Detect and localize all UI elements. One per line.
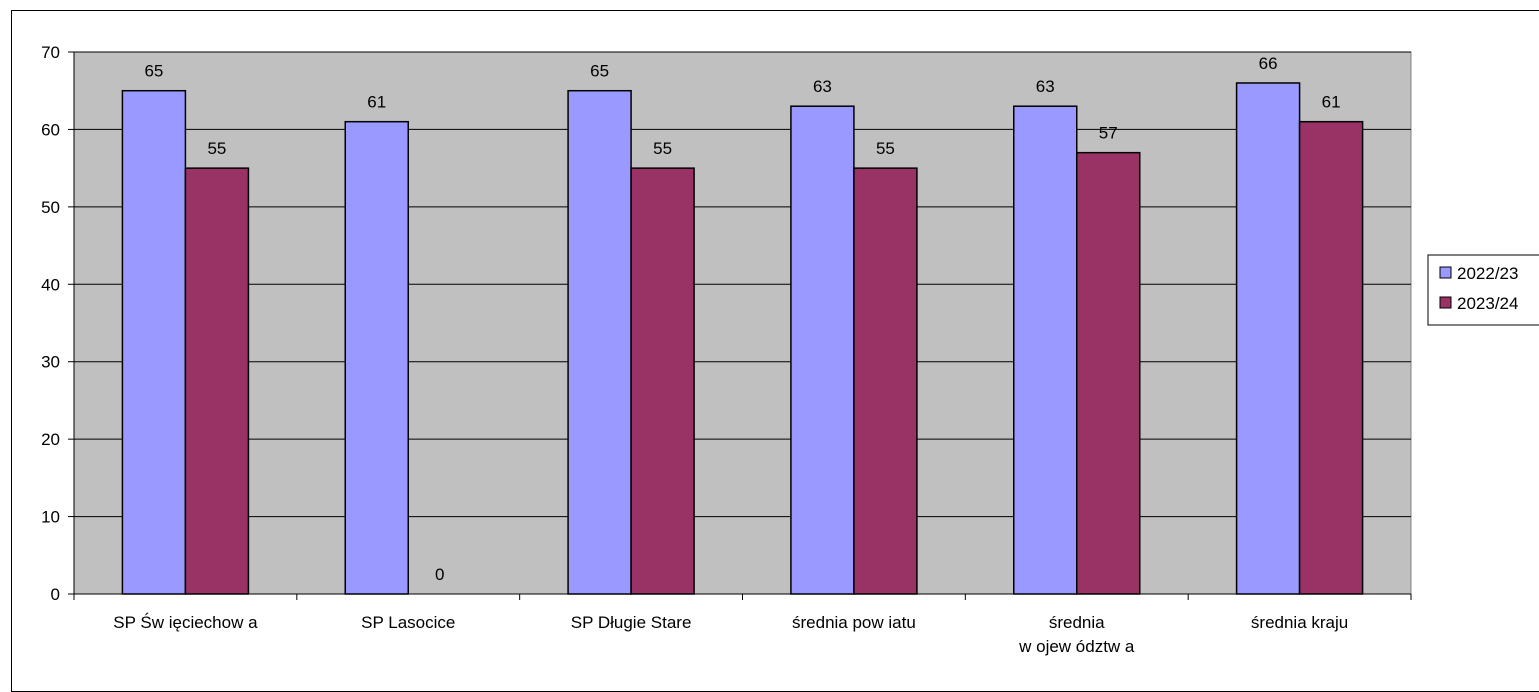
x-tick-label: średnia kraju: [1251, 613, 1348, 632]
bars: [121, 82, 1364, 595]
y-tick-label: 30: [41, 353, 60, 372]
x-tick-label: w ojew ództw a: [1018, 637, 1135, 656]
y-tick-label: 70: [41, 43, 60, 62]
legend-label: 2023/24: [1457, 294, 1518, 313]
data-label: 61: [367, 93, 386, 112]
y-tick-label: 40: [41, 275, 60, 294]
data-label: 55: [876, 139, 895, 158]
data-label: 0: [435, 565, 444, 584]
legend-label: 2022/23: [1457, 264, 1518, 283]
legend-swatch: [1439, 296, 1452, 309]
bar-2023-24: [1298, 120, 1364, 595]
x-tick-label: SP Długie Stare: [571, 613, 692, 632]
bar-2023-24: [184, 167, 250, 595]
legend-swatch: [1439, 266, 1452, 279]
data-label: 65: [144, 62, 163, 81]
y-tick-label: 0: [51, 585, 60, 604]
data-label: 55: [207, 139, 226, 158]
y-tick-label: 60: [41, 120, 60, 139]
legend: 2022/23 2023/24: [1427, 254, 1539, 326]
y-tick-label: 10: [41, 508, 60, 527]
x-tick-label: SP Św ięciechow a: [113, 613, 258, 632]
data-label: 63: [813, 77, 832, 96]
gridlines: [74, 51, 1411, 518]
bar-2023-24: [630, 167, 695, 595]
bar-2022-23: [121, 89, 187, 595]
bar-2023-24: [853, 167, 918, 595]
labels: 65 55 61 0 65 55 63 55 63 57 66 61: [144, 54, 1340, 584]
y-tick-label: 50: [41, 198, 60, 217]
axes: 0 10 20 30 40 50 60 70 SP Św ięciechow a SP Lasoc…: [41, 43, 1412, 656]
bar-2022-23: [1013, 105, 1078, 595]
data-label: 55: [653, 139, 672, 158]
data-label: 66: [1259, 54, 1278, 73]
bar-2022-23: [567, 89, 632, 595]
data-label: 65: [590, 62, 609, 81]
x-tick-label: średnia pow iatu: [792, 613, 916, 632]
data-label: 63: [1036, 77, 1055, 96]
y-tick-label: 20: [41, 430, 60, 449]
data-label: 61: [1322, 93, 1341, 112]
bar-2023-24: [1076, 151, 1141, 595]
x-tick-label: średnia: [1049, 613, 1105, 632]
plot-area: [73, 51, 1412, 595]
bar-2022-23: [790, 105, 855, 595]
bar-2022-23: [1235, 82, 1301, 595]
bar-2022-23: [344, 120, 409, 595]
x-tick-label: SP Lasocice: [361, 613, 455, 632]
data-label: 57: [1099, 124, 1118, 143]
